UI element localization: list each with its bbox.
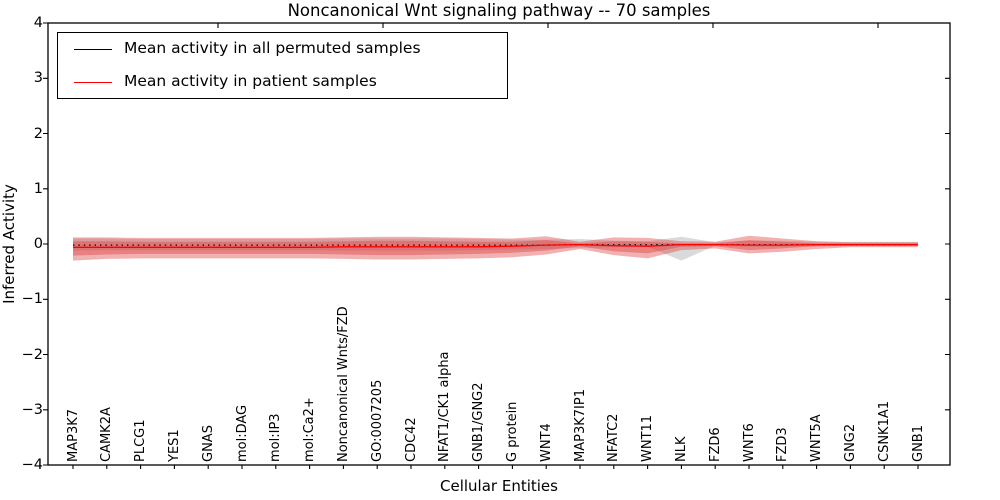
x-tick-label: WNT11 [640,414,656,462]
permuted-mean-line [73,243,918,246]
y-tick-label: −3 [21,401,43,418]
x-tick-label: MAP3K7 [65,408,81,462]
x-tick-label: GNG2 [842,423,858,462]
y-tick-label: 4 [33,15,43,31]
x-tick-label: NLK [673,436,689,463]
x-tick-label: MAP3K7IP1 [572,389,588,462]
legend-item-permuted: Mean activity in all permuted samples [58,33,507,66]
legend-box: Mean activity in all permuted samples Me… [57,32,508,99]
x-tick-label: CAMK2A [99,407,115,462]
x-tick-label: YES1 [166,429,182,462]
x-tick-label: FZD3 [775,427,791,462]
y-tick-label: −1 [21,291,43,308]
permuted-samples-range-band [73,236,918,261]
x-tick-label: G protein [504,401,520,462]
legend-label-permuted: Mean activity in all permuted samples [124,39,421,57]
x-tick-label: WNT5A [809,414,825,462]
x-tick-label: GNB1 [910,425,926,462]
x-tick-label: Noncanonical Wnts/FZD [335,306,351,462]
x-tick-label: NFATC2 [606,413,622,462]
x-tick-label: mol:DAG [234,404,250,462]
legend-item-patient: Mean activity in patient samples [58,66,507,99]
legend-label-patient: Mean activity in patient samples [124,72,377,90]
tick-marks [43,22,950,469]
y-tick-label: 3 [33,70,43,87]
y-tick-label: −2 [21,346,43,363]
x-tick-label: mol:Ca2+ [302,397,318,462]
y-tick-label: 2 [33,125,43,142]
x-tick-label: mol:IP3 [268,413,284,462]
y-tick-label: 1 [33,180,43,197]
y-tick-label: 0 [33,236,43,252]
x-tick-label: WNT6 [741,423,757,462]
x-tick-label: GNB1/GNG2 [471,382,487,462]
x-tick-label: CSNK1A1 [876,400,892,462]
y-tick-label: −4 [21,457,43,473]
patient-samples-outer-range-band [73,235,918,261]
patient-mean-line [73,243,918,248]
permuted-line-sample [74,49,112,50]
x-tick-label: NFAT1/CK1 alpha [437,351,453,462]
x-tick-label: GO:0007205 [369,379,385,462]
x-tick-label: PLCG1 [133,419,149,462]
x-tick-label: WNT4 [538,423,554,462]
x-tick-label: GNAS [200,425,216,462]
x-axis-label: Cellular Entities [440,477,558,495]
chart-title: Noncanonical Wnt signaling pathway -- 70… [287,1,711,20]
patient-line-sample [74,82,112,83]
x-tick-label: CDC42 [403,417,419,462]
x-tick-label: FZD6 [707,427,723,462]
